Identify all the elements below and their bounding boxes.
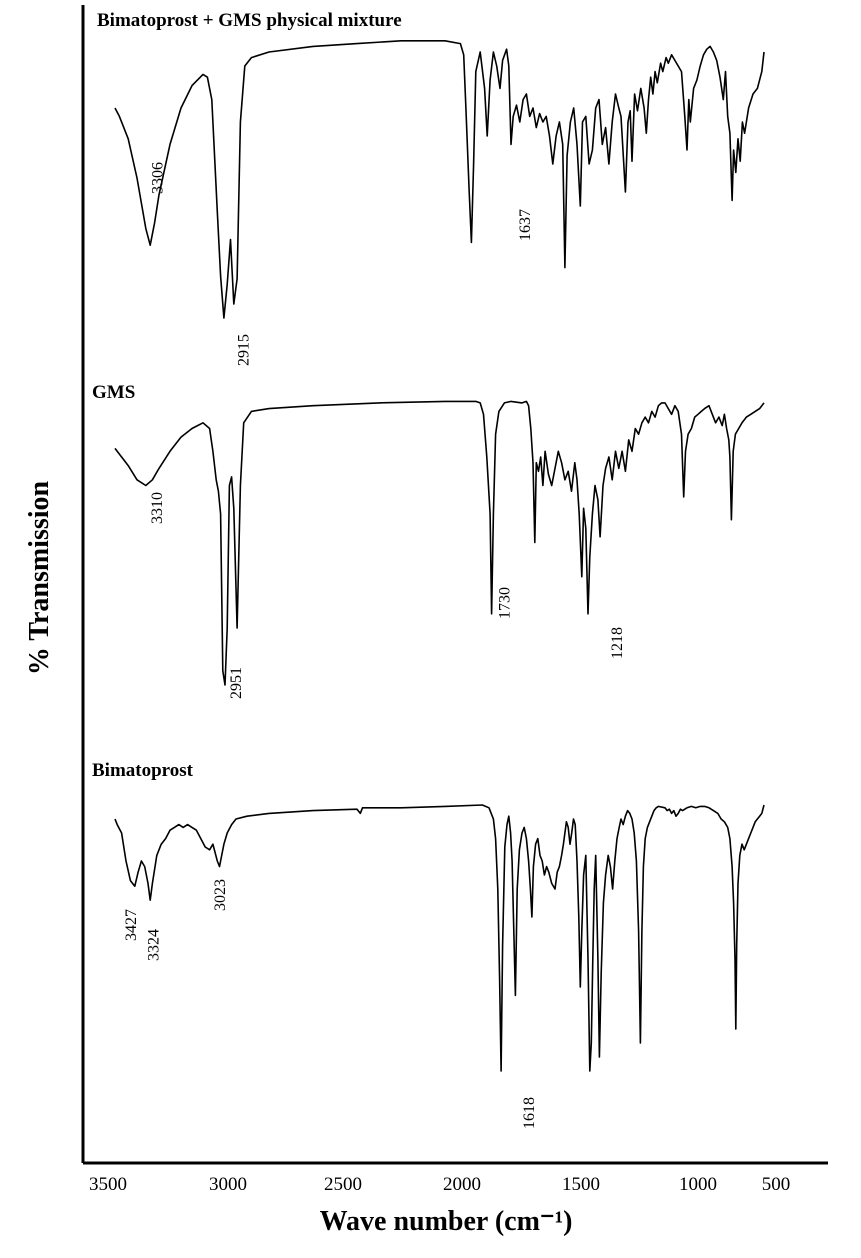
x-axis-title: Wave number (cm⁻¹) (320, 1206, 573, 1237)
peak-label: 3306 (150, 162, 167, 194)
x-tick-label: 2500 (324, 1174, 362, 1195)
spectrum-line (114, 40, 765, 319)
peak-label: 2915 (236, 334, 253, 366)
spectrum-3: Bimatoprost 3427 3324 3023 1618 (92, 760, 765, 1129)
series-label: Bimatoprost (92, 760, 194, 781)
peak-label: 1730 (496, 587, 513, 619)
x-tick-label: 1500 (562, 1174, 600, 1195)
peak-label: 3427 (123, 909, 140, 941)
peak-label: 1618 (521, 1097, 538, 1129)
x-tick-label: 3000 (209, 1174, 247, 1195)
peak-label: 3023 (212, 879, 229, 911)
spectrum-1: Bimatoprost + GMS physical mixture 3306 29… (97, 10, 765, 366)
x-tick-labels: 3500 3000 2500 2000 1500 1000 500 (89, 1174, 790, 1195)
peak-label: 3324 (146, 929, 163, 961)
spectrum-line (114, 400, 765, 686)
series-label: Bimatoprost + GMS physical mixture (97, 10, 402, 31)
peak-label: 2951 (228, 667, 245, 699)
x-tick-label: 500 (762, 1174, 791, 1195)
spectrum-line (114, 804, 765, 1072)
peak-label: 1218 (609, 627, 626, 659)
y-axis-title: % Transmission (24, 480, 55, 675)
series-label: GMS (92, 382, 135, 403)
x-tick-label: 3500 (89, 1174, 127, 1195)
axes (81, 5, 828, 1165)
x-tick-label: 2000 (443, 1174, 481, 1195)
series-layer: Bimatoprost + GMS physical mixture 3306 29… (92, 10, 765, 1129)
x-tick-label: 1000 (679, 1174, 717, 1195)
spectrum-2: GMS 3310 2951 1730 1218 (92, 382, 765, 699)
peak-label: 3310 (149, 492, 166, 524)
peak-label: 1637 (517, 209, 534, 241)
